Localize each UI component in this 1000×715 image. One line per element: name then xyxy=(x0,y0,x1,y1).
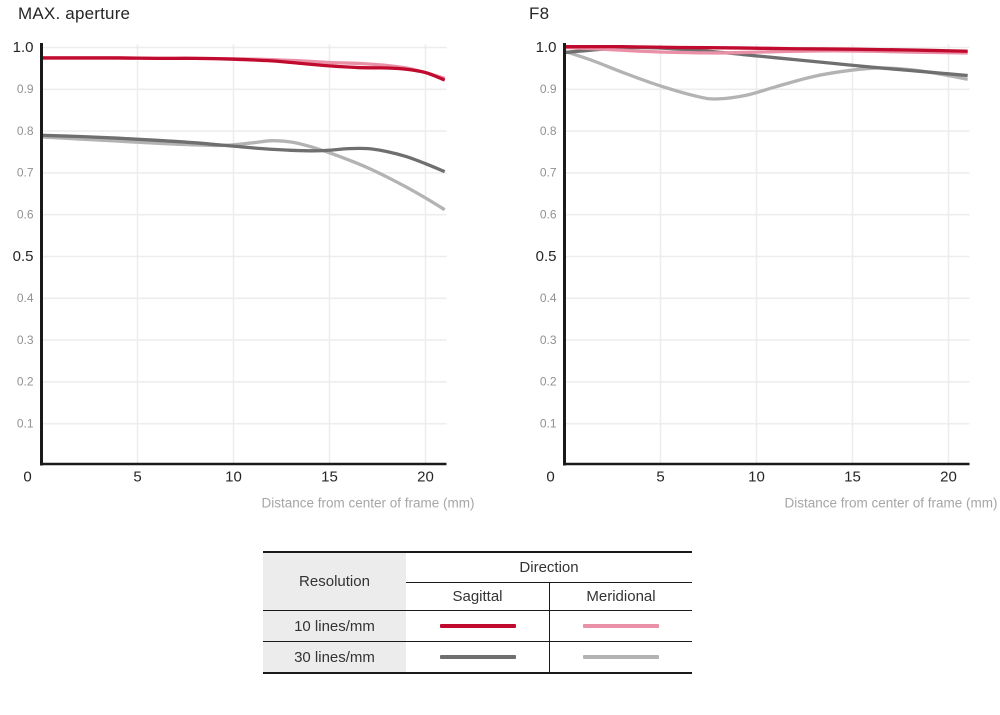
legend-direction-header: Direction xyxy=(406,553,692,583)
curve-10-lines-mm-meridional xyxy=(564,45,968,55)
y-tick-label: 0.7 xyxy=(540,166,557,180)
y-tick-label: 0.4 xyxy=(17,291,34,305)
y-tick-label: 0.4 xyxy=(540,291,557,305)
y-tick-label: 0.8 xyxy=(540,124,557,138)
x-tick-label: 15 xyxy=(321,468,338,485)
chart-title-f8: F8 xyxy=(529,4,550,23)
legend-column-sagittal: Sagittal xyxy=(406,583,549,611)
y-tick-label: 0.9 xyxy=(540,82,557,96)
x-tick-label: 5 xyxy=(133,468,141,485)
swatch-30-meridional xyxy=(583,655,659,659)
legend-swatch-cell xyxy=(549,611,692,642)
y-tick-label: 1.0 xyxy=(13,39,34,56)
y-tick-label: 0.8 xyxy=(17,124,34,138)
x-axis-title: Distance from center of frame (mm) xyxy=(784,496,997,511)
x-tick-label: 20 xyxy=(940,468,957,485)
legend-row-label-10-lines: 10 lines/mm xyxy=(263,611,406,642)
curve-30-lines-mm-sagittal xyxy=(41,133,446,174)
legend-swatch-cell xyxy=(406,642,549,672)
swatch-30-sagittal xyxy=(439,655,516,659)
chart-max-aperture: 1.0 0.9 0.8 0.7 0.6 0.5 0.4 0.3 0.2 0.1 0 5 10 15 20 Di… xyxy=(13,39,475,511)
y-tick-label: 0.5 xyxy=(536,248,557,265)
y-tick-label: 0.3 xyxy=(17,333,34,347)
x-tick-label: 5 xyxy=(656,468,664,485)
y-tick-label: 1.0 xyxy=(536,39,557,56)
swatch-10-meridional xyxy=(583,624,659,628)
y-tick-label: 0.2 xyxy=(17,375,34,389)
y-tick-label: 0.5 xyxy=(13,248,34,265)
y-tick-label: 0.6 xyxy=(540,207,557,221)
legend-table: Resolution Direction Sagittal Meridional… xyxy=(263,551,692,674)
legend-column-meridional: Meridional xyxy=(549,583,692,611)
curve-10-lines-mm-sagittal xyxy=(41,56,446,82)
x-tick-label: 15 xyxy=(844,468,861,485)
curve-10-lines-mm-sagittal xyxy=(564,44,968,53)
swatch-10-sagittal xyxy=(439,624,516,628)
y-tick-label: 0.7 xyxy=(17,166,34,180)
chart-f8: 1.0 0.9 0.8 0.7 0.6 0.5 0.4 0.3 0.2 0.1 0 5 10 15 20 Di… xyxy=(536,39,998,511)
legend-resolution-header: Resolution xyxy=(263,553,406,611)
y-tick-label: 0.1 xyxy=(540,416,557,430)
legend-row-label-30-lines: 30 lines/mm xyxy=(263,642,406,672)
y-tick-label: 0.3 xyxy=(540,333,557,347)
curve-30-lines-mm-meridional xyxy=(41,135,446,212)
y-tick-label: 0.1 xyxy=(17,416,34,430)
y-tick-label: 0.9 xyxy=(17,82,34,96)
x-tick-label: 10 xyxy=(748,468,765,485)
x-tick-label: 0 xyxy=(23,468,31,485)
x-tick-label: 0 xyxy=(546,468,554,485)
charts-canvas: 1.0 0.9 0.8 0.7 0.6 0.5 0.4 0.3 0.2 0.1 0 5 10 15 20 Di… xyxy=(13,39,998,511)
legend-swatch-cell xyxy=(406,611,549,642)
x-axis-title: Distance from center of frame (mm) xyxy=(261,496,474,511)
legend-swatch-cell xyxy=(549,642,692,672)
x-tick-label: 20 xyxy=(417,468,434,485)
x-tick-label: 10 xyxy=(225,468,242,485)
chart-title-max-aperture: MAX. aperture xyxy=(18,4,131,23)
y-tick-label: 0.6 xyxy=(17,207,34,221)
y-tick-label: 0.2 xyxy=(540,375,557,389)
